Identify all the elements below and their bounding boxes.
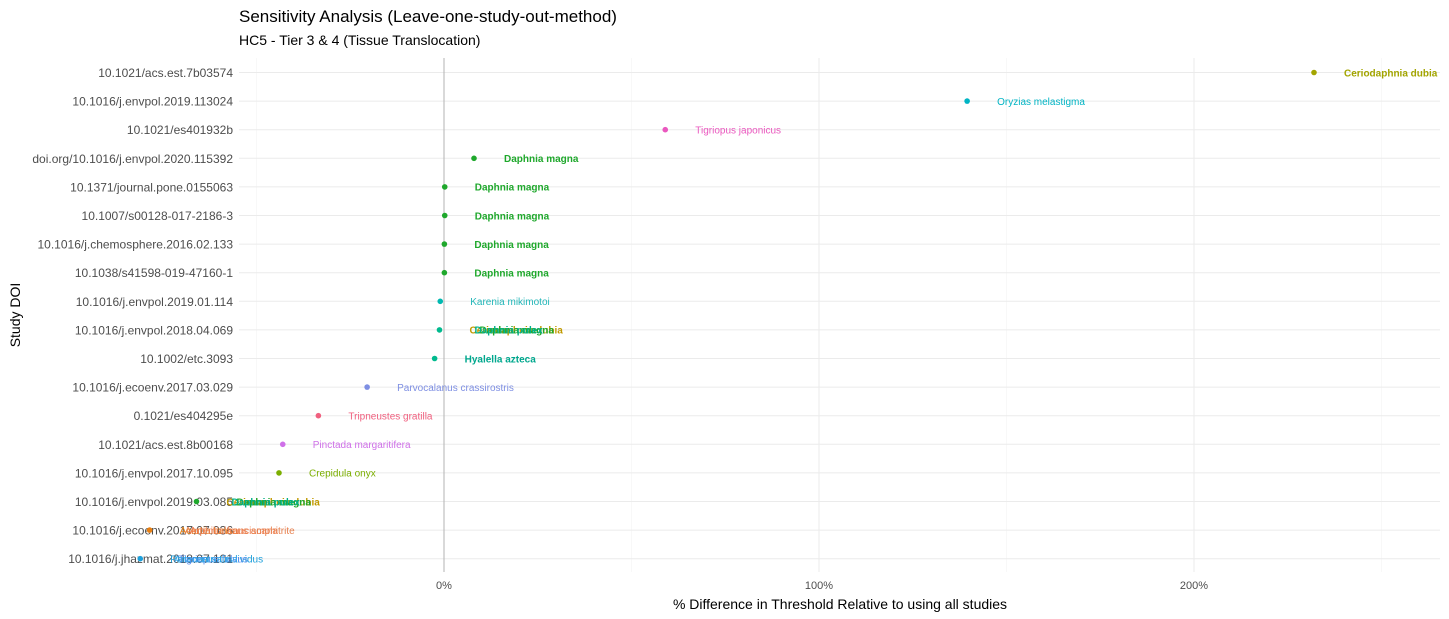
data-point (441, 212, 448, 219)
point-label: Daphnia magna (474, 269, 549, 280)
y-tick-label: 0.1021/es404295e (134, 409, 234, 423)
point-label: Parvocalanus crassirostris (397, 383, 514, 394)
x-tick-label: 200% (1180, 580, 1208, 592)
y-axis-title: Study DOI (7, 283, 23, 348)
data-point (441, 184, 448, 190)
x-tick-label: 0% (436, 580, 452, 592)
data-point (364, 384, 370, 390)
data-point (146, 527, 153, 533)
y-tick-label: 10.1016/j.envpol.2019.03.085 (75, 495, 233, 509)
data-point (964, 98, 970, 104)
point-label: Acartia tonsa (180, 526, 239, 537)
point-label: Crepidula onyx (309, 469, 376, 480)
y-tick-label: 10.1016/j.envpol.2018.04.069 (75, 323, 233, 337)
point-label: Artemia franciscana (190, 526, 279, 537)
data-point (279, 441, 286, 448)
point-label: Daphnia pulex (232, 497, 301, 508)
point-label: Daphnia magna (475, 211, 550, 222)
y-tick-label: 10.1021/es401932b (127, 123, 233, 137)
point-label: Amphibalanus amphitrite (185, 526, 295, 537)
data-point (436, 327, 443, 333)
point-label: Hyalella azteca (465, 354, 537, 365)
x-axis-tick-labels: 0% 100% 200% (436, 580, 1208, 592)
data-points (137, 69, 1317, 562)
point-label: Ceriodaphnia dubia (1344, 68, 1438, 79)
chart-subtitle: HC5 - Tier 3 & 4 (Tissue Translocation) (239, 32, 480, 48)
data-point (431, 355, 438, 362)
point-label: Artemia salina (174, 555, 238, 566)
y-tick-label: 10.1021/acs.est.7b03574 (98, 66, 233, 80)
x-tick-label: 100% (805, 580, 833, 592)
y-tick-label: 10.1007/s00128-017-2186-3 (82, 209, 234, 223)
point-label: Ceriodaphnia dubia (470, 326, 564, 337)
point-labels: Ceriodaphnia dubia Oryzias melastigma Tigr… (170, 68, 1438, 565)
data-point (315, 412, 322, 419)
y-tick-label: 10.1038/s41598-019-47160-1 (75, 266, 233, 280)
data-point (441, 241, 448, 247)
y-tick-label: 10.1002/etc.3093 (140, 352, 233, 366)
point-label: Tigriopus japonicus (695, 126, 781, 137)
point-label: Pinctada margaritifera (313, 440, 411, 451)
y-axis-tick-labels: 10.1021/acs.est.7b03574 10.1016/j.envpol.… (32, 66, 233, 566)
grid (239, 58, 1440, 572)
point-label: Daphnia magna (504, 154, 579, 165)
y-tick-label: 10.1371/journal.pone.0155063 (70, 180, 233, 194)
data-point (662, 126, 669, 133)
y-tick-label: 10.1021/acs.est.8b00168 (98, 438, 233, 452)
y-tick-label: 10.1016/j.envpol.2017.10.095 (75, 466, 233, 480)
y-tick-label: 10.1016/j.envpol.2019.01.114 (76, 295, 234, 309)
point-label: Daphnia magna (237, 497, 312, 508)
y-tick-label: 10.1016/j.ecoenv.2017.07.036 (72, 524, 233, 538)
y-tick-label: 10.1016/j.envpol.2019.113024 (72, 95, 233, 109)
data-point (437, 298, 444, 305)
data-point (193, 498, 200, 505)
data-point (1311, 69, 1317, 76)
point-label: Tigriopus fulvus (178, 555, 248, 566)
data-point (137, 555, 144, 562)
chart-title: Sensitivity Analysis (Leave-one-study-ou… (239, 7, 617, 26)
y-tick-label: 10.1016/j.ecoenv.2017.03.029 (72, 381, 233, 395)
point-label: Paracentrotus lividus (170, 555, 263, 566)
point-label: Karenia mikimotoi (470, 297, 549, 308)
point-label: Ceriodaphnia dubia (227, 497, 321, 508)
y-tick-label: 10.1016/j.chemosphere.2016.02.133 (38, 238, 234, 252)
point-label: Daphnia magna (474, 240, 549, 251)
point-label: Daphnia magna (475, 183, 550, 194)
y-tick-label: doi.org/10.1016/j.envpol.2020.115392 (32, 152, 233, 166)
data-point (276, 470, 282, 476)
point-label: Oryzias melastigma (997, 97, 1085, 108)
data-point (471, 155, 477, 162)
x-axis-title: % Difference in Threshold Relative to us… (673, 596, 1007, 612)
point-label: Daphnia magna (480, 326, 555, 337)
y-tick-label: 10.1016/j.jhazmat.2018.07.101 (68, 552, 233, 566)
data-point (441, 269, 448, 276)
point-label: Tripneustes gratilla (348, 412, 433, 423)
point-label: Daphnia pulex (475, 326, 544, 337)
